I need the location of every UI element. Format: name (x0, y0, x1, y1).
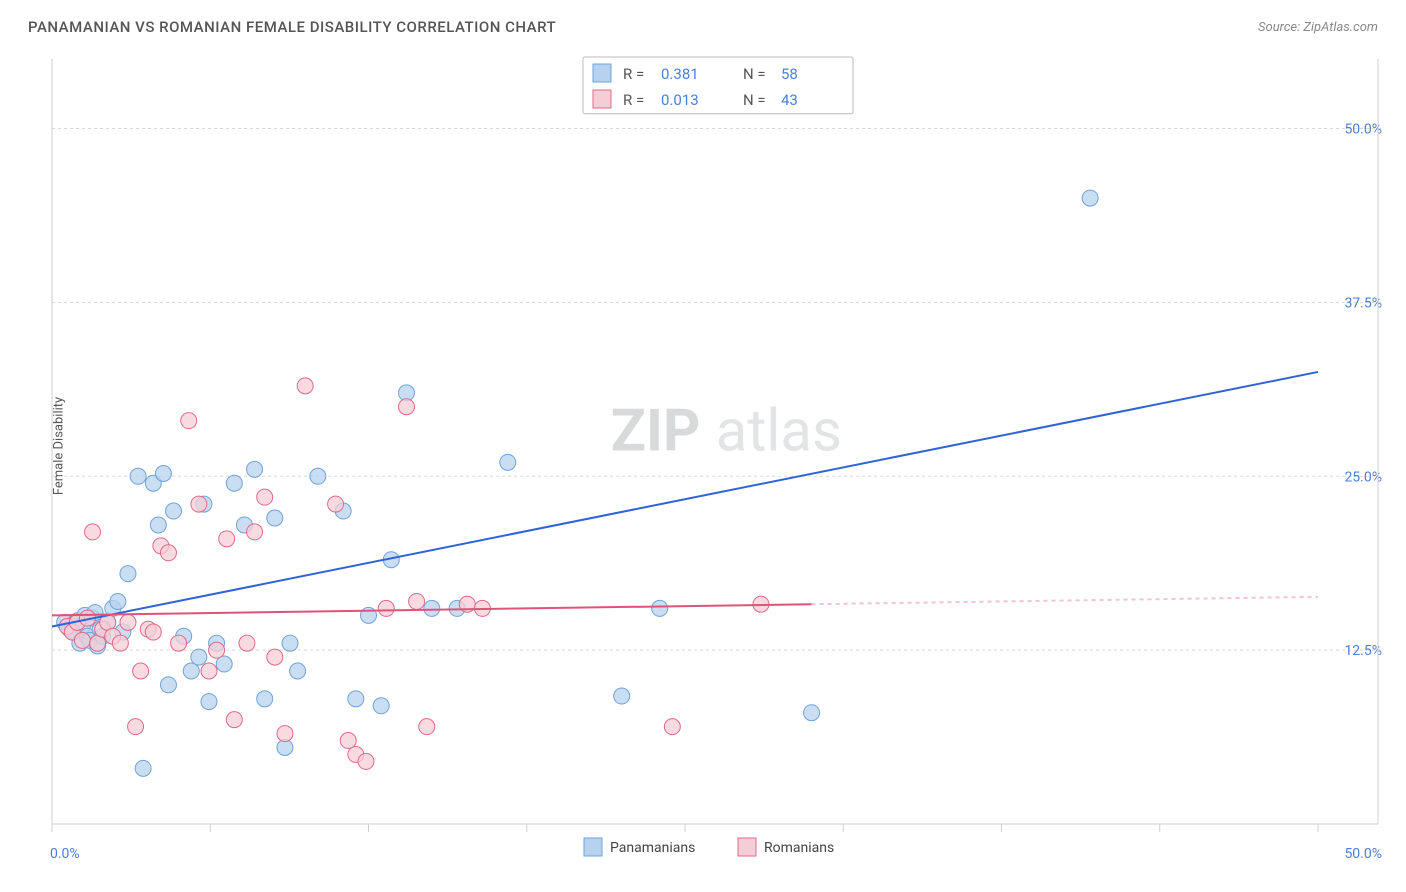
data-point (110, 593, 126, 609)
data-point (373, 698, 389, 714)
data-point (290, 663, 306, 679)
data-point (201, 663, 217, 679)
data-point (160, 545, 176, 561)
data-point (310, 468, 326, 484)
chart-container: 12.5% 25.0% 37.5% 50.0% 0.0% 50.0% ZIPatlas R =… (48, 55, 1388, 862)
data-point (191, 496, 207, 512)
data-point (166, 503, 182, 519)
data-point (85, 524, 101, 540)
data-point (328, 496, 344, 512)
data-point (239, 635, 255, 651)
data-point (257, 489, 273, 505)
data-point (226, 475, 242, 491)
data-point (247, 524, 263, 540)
data-point (267, 510, 283, 526)
data-point (500, 454, 516, 470)
data-point (419, 719, 435, 735)
data-point (277, 726, 293, 742)
data-point (340, 733, 356, 749)
trend-line-extrapolated (812, 597, 1318, 604)
data-point (155, 465, 171, 481)
header-row: PANAMANIAN VS ROMANIAN FEMALE DISABILITY… (28, 18, 1378, 36)
y-tick-label: 25.0% (1344, 469, 1382, 485)
legend-label: Panamanians (610, 840, 695, 856)
rn-legend-swatch (593, 90, 611, 108)
legend-label: Romanians (764, 840, 834, 856)
rn-legend-n-label: N = (743, 91, 766, 109)
data-point (297, 378, 313, 394)
rn-legend-n-value: 58 (781, 65, 798, 83)
data-point (112, 635, 128, 651)
rn-legend-r-label: R = (623, 65, 644, 83)
rn-legend-n-label: N = (743, 65, 766, 83)
rn-legend-r-value: 0.381 (661, 65, 699, 83)
data-point (1082, 190, 1098, 206)
data-point (130, 468, 146, 484)
data-point (664, 719, 680, 735)
data-point (209, 642, 225, 658)
data-point (133, 663, 149, 679)
scatter-chart: 12.5% 25.0% 37.5% 50.0% 0.0% 50.0% ZIPatlas R =… (48, 55, 1388, 862)
data-point (160, 677, 176, 693)
y-tick-label: 37.5% (1344, 295, 1382, 311)
data-point (74, 632, 90, 648)
data-point (409, 593, 425, 609)
data-point (181, 413, 197, 429)
rn-legend-r-label: R = (623, 91, 644, 109)
legend-swatch (738, 838, 756, 856)
data-point (348, 691, 364, 707)
data-point (120, 614, 136, 630)
source-label: Source: ZipAtlas.com (1258, 20, 1378, 35)
y-tick-label: 50.0% (1344, 122, 1382, 138)
legend-swatch (584, 838, 602, 856)
data-point (145, 624, 161, 640)
data-point (614, 688, 630, 704)
data-point (226, 712, 242, 728)
data-point (120, 566, 136, 582)
data-point (191, 649, 207, 665)
chart-title: PANAMANIAN VS ROMANIAN FEMALE DISABILITY… (28, 18, 556, 36)
data-point (257, 691, 273, 707)
rn-legend-swatch (593, 64, 611, 82)
y-tick-label: 12.5% (1344, 643, 1382, 659)
data-point (267, 649, 283, 665)
data-point (358, 753, 374, 769)
rn-legend-n-value: 43 (781, 91, 798, 109)
x-tick-label-right: 50.0% (1344, 846, 1382, 862)
data-point (652, 600, 668, 616)
data-point (150, 517, 166, 533)
data-point (201, 694, 217, 710)
data-point (216, 656, 232, 672)
watermark-atlas: atlas (716, 397, 842, 465)
data-point (804, 705, 820, 721)
data-point (282, 635, 298, 651)
watermark-zip: ZIP (611, 397, 701, 465)
data-point (219, 531, 235, 547)
data-point (424, 600, 440, 616)
data-point (171, 635, 187, 651)
data-point (128, 719, 144, 735)
data-point (378, 600, 394, 616)
data-point (183, 663, 199, 679)
x-tick-label-left: 0.0% (50, 846, 80, 862)
data-point (398, 399, 414, 415)
rn-legend-r-value: 0.013 (661, 91, 699, 109)
data-point (135, 760, 151, 776)
data-point (247, 461, 263, 477)
